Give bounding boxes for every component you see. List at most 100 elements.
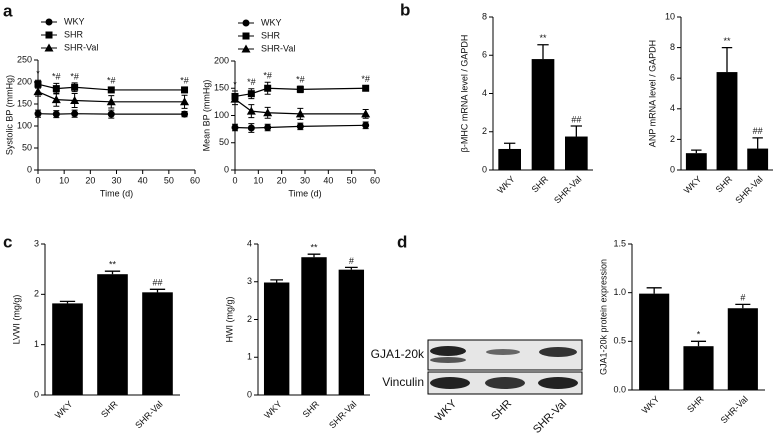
marker bbox=[230, 94, 240, 103]
error-bar bbox=[307, 253, 321, 258]
y-tick-label: 4 bbox=[670, 103, 675, 113]
error-bar bbox=[504, 142, 516, 149]
y-tick-label: 4 bbox=[482, 88, 487, 98]
y-tick-label: 150 bbox=[17, 98, 32, 108]
significance-label: *# bbox=[180, 76, 189, 86]
legend-label: SHR bbox=[64, 29, 84, 39]
marker bbox=[106, 97, 116, 106]
y-axis-label: LVWI (mg/g) bbox=[11, 295, 21, 345]
bar bbox=[52, 303, 83, 395]
significance-label: # bbox=[349, 256, 354, 266]
significance-label: *# bbox=[107, 76, 116, 86]
y-tick-label: 4 bbox=[247, 238, 252, 248]
significance-label: ## bbox=[753, 126, 763, 136]
marker bbox=[71, 110, 79, 118]
marker bbox=[180, 97, 190, 106]
marker bbox=[361, 109, 371, 118]
blot-band bbox=[430, 357, 466, 363]
marker bbox=[242, 19, 250, 27]
x-axis-label: Time (d) bbox=[288, 188, 321, 198]
y-axis-label: HWI (mg/g) bbox=[224, 296, 234, 342]
y-tick-label: 1 bbox=[247, 352, 252, 362]
y-tick-label: 10 bbox=[665, 11, 675, 21]
x-tick-label: WKY bbox=[682, 174, 704, 196]
y-tick-label: 100 bbox=[17, 120, 32, 130]
blot-lane-label: WKY bbox=[433, 397, 460, 424]
y-axis-label: β-MHC mRNA level / GAPDH bbox=[459, 35, 469, 153]
marker bbox=[33, 87, 43, 96]
marker bbox=[296, 85, 304, 93]
bar bbox=[685, 153, 707, 170]
marker bbox=[181, 110, 189, 118]
marker bbox=[246, 106, 256, 115]
x-tick-label: 40 bbox=[323, 175, 333, 185]
y-tick-label: 6 bbox=[482, 50, 487, 60]
y-tick-label: 2 bbox=[34, 289, 39, 299]
x-tick-label: WKY bbox=[495, 174, 517, 196]
y-tick-label: 8 bbox=[482, 11, 487, 21]
blot-row-label: GJA1-20k bbox=[371, 347, 425, 361]
legend-label: WKY bbox=[64, 16, 85, 26]
bar bbox=[747, 148, 769, 170]
x-tick-label: SHR bbox=[301, 399, 322, 420]
y-tick-label: 6 bbox=[670, 73, 675, 83]
bar bbox=[263, 282, 290, 395]
y-axis-label: Mean BP (mmHg) bbox=[201, 80, 211, 152]
significance-label: *# bbox=[52, 72, 61, 82]
error-bar bbox=[646, 287, 662, 294]
marker bbox=[181, 86, 189, 94]
chart: 0 2 4 6 8 β-MHC mRNA level / GAPDH WKY SHR ** SHR… bbox=[459, 11, 593, 205]
x-tick-label: 30 bbox=[111, 175, 121, 185]
chart: 0 50 100 150 200 Mean BP (mmHg) 0 10 20 30 40 50 60 T… bbox=[201, 17, 380, 198]
legend-label: SHR-Val bbox=[64, 42, 98, 52]
marker bbox=[34, 80, 42, 88]
x-tick-label: SHR-Val bbox=[719, 394, 750, 425]
x-tick-label: 0 bbox=[35, 175, 40, 185]
blot-lane-label: SHR-Val bbox=[531, 398, 569, 434]
x-tick-label: 50 bbox=[347, 175, 357, 185]
significance-label: *# bbox=[70, 71, 79, 81]
significance-label: * bbox=[697, 330, 701, 340]
y-tick-label: 0.5 bbox=[613, 336, 626, 346]
significance-label: ## bbox=[571, 114, 581, 124]
legend-label: WKY bbox=[261, 17, 282, 27]
significance-label: *# bbox=[361, 74, 370, 84]
error-bar bbox=[690, 340, 707, 347]
y-tick-label: 50 bbox=[22, 142, 32, 152]
x-tick-label: 60 bbox=[370, 175, 380, 185]
marker bbox=[34, 110, 42, 118]
y-tick-label: 200 bbox=[214, 55, 229, 65]
x-tick-label: SHR bbox=[685, 394, 706, 415]
legend-label: SHR-Val bbox=[261, 43, 295, 53]
error-bar bbox=[104, 270, 121, 275]
significance-label: *# bbox=[296, 74, 305, 84]
marker bbox=[44, 43, 54, 52]
marker bbox=[70, 95, 80, 104]
marker bbox=[296, 122, 304, 130]
y-tick-label: 1.5 bbox=[613, 238, 626, 248]
bar bbox=[97, 274, 128, 395]
significance-label: *# bbox=[247, 77, 256, 87]
y-tick-label: 100 bbox=[214, 110, 229, 120]
blot-band bbox=[538, 377, 578, 389]
marker bbox=[247, 124, 255, 132]
marker bbox=[52, 110, 60, 118]
x-tick-label: SHR-Val bbox=[733, 174, 764, 205]
panel-letter: d bbox=[397, 232, 407, 251]
x-tick-label: WKY bbox=[262, 399, 284, 421]
marker bbox=[247, 90, 255, 98]
x-tick-label: SHR-Val bbox=[133, 399, 164, 430]
error-bar bbox=[570, 125, 582, 137]
chart: 0 50 100 150 200 250 Systolic BP (mmHg) 0 10 20 30… bbox=[4, 16, 200, 198]
y-tick-label: 250 bbox=[17, 54, 32, 64]
y-axis-label: Systolic BP (mmHg) bbox=[4, 75, 14, 155]
x-tick-label: 20 bbox=[85, 175, 95, 185]
error-bar bbox=[149, 288, 166, 293]
marker bbox=[263, 108, 273, 117]
marker bbox=[241, 44, 251, 53]
error-bar bbox=[344, 266, 358, 270]
x-tick-label: 20 bbox=[277, 175, 287, 185]
x-tick-label: 10 bbox=[59, 175, 69, 185]
bar bbox=[531, 59, 555, 171]
y-tick-label: 3 bbox=[34, 238, 39, 248]
